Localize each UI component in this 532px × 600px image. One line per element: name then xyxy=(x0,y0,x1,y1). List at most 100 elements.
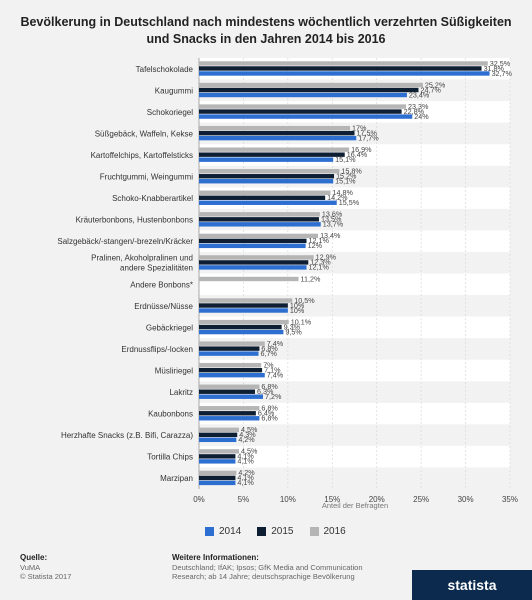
bar-2014 xyxy=(199,157,334,162)
bar-2015 xyxy=(199,174,335,179)
legend-item-2016[interactable]: 2016 xyxy=(309,526,346,537)
value-label: 14,2% xyxy=(327,193,348,202)
legend: 2014 2015 2016 xyxy=(205,526,346,537)
bar-2015 xyxy=(199,475,236,481)
category-label: Tafelschokolade xyxy=(136,65,194,74)
category-label: Andere Bonbons* xyxy=(130,280,193,289)
bar-2015 xyxy=(199,324,282,330)
value-label: 12,9% xyxy=(316,253,337,262)
legend-swatch xyxy=(309,527,319,536)
category-label: Gebäckriegel xyxy=(146,323,193,332)
category-label: Tortilla Chips xyxy=(147,453,193,462)
x-axis-label: Anteil der Befragten xyxy=(322,501,388,510)
bar-2014 xyxy=(199,416,260,421)
copyright-line: © Statista 2017 xyxy=(20,572,72,581)
value-label: 15,5% xyxy=(339,198,360,207)
category-label: Kaugummi xyxy=(155,86,193,95)
value-label: 31,8% xyxy=(484,64,505,73)
info-line: Deutschland; IfAK; Ipsos; GfK Media and … xyxy=(172,562,363,572)
row-band xyxy=(199,445,510,468)
value-label: 13,5% xyxy=(321,215,342,224)
value-label: 16,4% xyxy=(347,150,368,159)
value-label: 6,4% xyxy=(258,409,275,418)
bar-2016 xyxy=(199,298,293,303)
value-label: 4,2% xyxy=(238,468,255,477)
bar-2016 xyxy=(199,61,488,66)
bar-2015 xyxy=(199,109,402,114)
legend-label: 2015 xyxy=(271,526,294,537)
value-label: 10% xyxy=(290,306,305,315)
legend-item-2015[interactable]: 2015 xyxy=(257,526,294,537)
value-label: 23,4% xyxy=(409,90,430,99)
category-label: andere Spezialitäten xyxy=(120,264,193,273)
bar-2016 xyxy=(199,212,320,217)
bar-2015 xyxy=(199,346,260,351)
x-tick-label: 15% xyxy=(324,495,340,504)
category-label: Lakritz xyxy=(169,388,193,397)
value-label: 4,1% xyxy=(237,478,254,487)
value-label: 17% xyxy=(352,123,367,132)
bar-2015 xyxy=(199,217,319,222)
bars xyxy=(199,61,490,486)
bar-2014 xyxy=(199,394,263,399)
category-label: Pralinen, Akoholpralinen und xyxy=(91,254,193,263)
category-label: Herzhafte Snacks (z.B. Bifi, Carazza) xyxy=(61,431,193,440)
statista-logo[interactable]: statista xyxy=(412,570,532,600)
category-label: Fruchtgummi, Weingummi xyxy=(100,173,193,182)
bar-2014 xyxy=(199,372,265,378)
value-label: 4,1% xyxy=(237,452,254,461)
value-label: 6,8% xyxy=(261,382,278,391)
bar-2016 xyxy=(199,190,331,195)
category-label: Erdnussflips/-locken xyxy=(121,345,193,354)
chart-title: Bevölkerung in Deutschland nach mindeste… xyxy=(20,15,512,46)
bar-2016 xyxy=(199,255,314,260)
category-label: Salzgebäck/-stangen/-brezeln/Kräcker xyxy=(57,237,193,246)
bar-2014 xyxy=(199,71,490,76)
legend-item-2014[interactable]: 2014 xyxy=(205,526,241,537)
value-label: 12,3% xyxy=(310,258,331,267)
value-label: 23,3% xyxy=(408,102,429,111)
value-label: 14,8% xyxy=(333,188,354,197)
value-label: 4,3% xyxy=(239,430,256,439)
bar-2014 xyxy=(199,222,321,227)
value-label: 32,5% xyxy=(490,59,511,68)
value-label: 4,1% xyxy=(237,457,254,466)
value-label: 7% xyxy=(263,360,274,369)
value-labels: 32,5%31,8%32,7% 25,2%24,7%23,4% 23,3%22,8%… xyxy=(237,59,512,487)
bar-2014 xyxy=(199,459,236,464)
bar-2016 xyxy=(199,169,340,174)
source-line: VuMA xyxy=(20,562,41,572)
value-label: 15,1% xyxy=(335,177,356,186)
value-label: 7,4% xyxy=(267,370,284,379)
bar-2014 xyxy=(199,480,236,486)
value-label: 4,5% xyxy=(241,447,258,456)
value-label: 10,5% xyxy=(294,296,315,305)
bar-2015 xyxy=(199,66,482,71)
value-label: 9,3% xyxy=(284,322,301,331)
value-label: 22,8% xyxy=(404,107,425,116)
bar-2014 xyxy=(199,308,288,313)
bar-2014 xyxy=(199,200,337,205)
value-label: 24% xyxy=(414,112,429,121)
value-label: 4,5% xyxy=(241,425,258,434)
bar-2015 xyxy=(199,432,238,438)
bar-2015 xyxy=(199,130,355,136)
category-label: Kaubonbons xyxy=(148,410,193,419)
bar-2016 xyxy=(199,341,265,346)
bar-2016 xyxy=(199,384,260,389)
bar-2016 xyxy=(199,276,299,282)
value-label: 6,3% xyxy=(257,387,274,396)
value-label: 4,2% xyxy=(238,435,255,444)
value-label: 13,7% xyxy=(323,220,344,229)
category-label: Schoko-Knabberartikel xyxy=(112,194,193,203)
bar-2016 xyxy=(199,362,262,368)
value-label: 32,7% xyxy=(492,69,513,78)
value-label: 6,8% xyxy=(261,414,278,423)
bar-2014 xyxy=(199,135,357,141)
value-label: 6,8% xyxy=(261,344,278,353)
value-label: 11,2% xyxy=(301,274,321,283)
x-tick-label: 25% xyxy=(413,495,429,504)
bar-2016 xyxy=(199,319,289,325)
value-label: 25,2% xyxy=(425,80,446,89)
category-label: Marzipan xyxy=(160,474,193,483)
